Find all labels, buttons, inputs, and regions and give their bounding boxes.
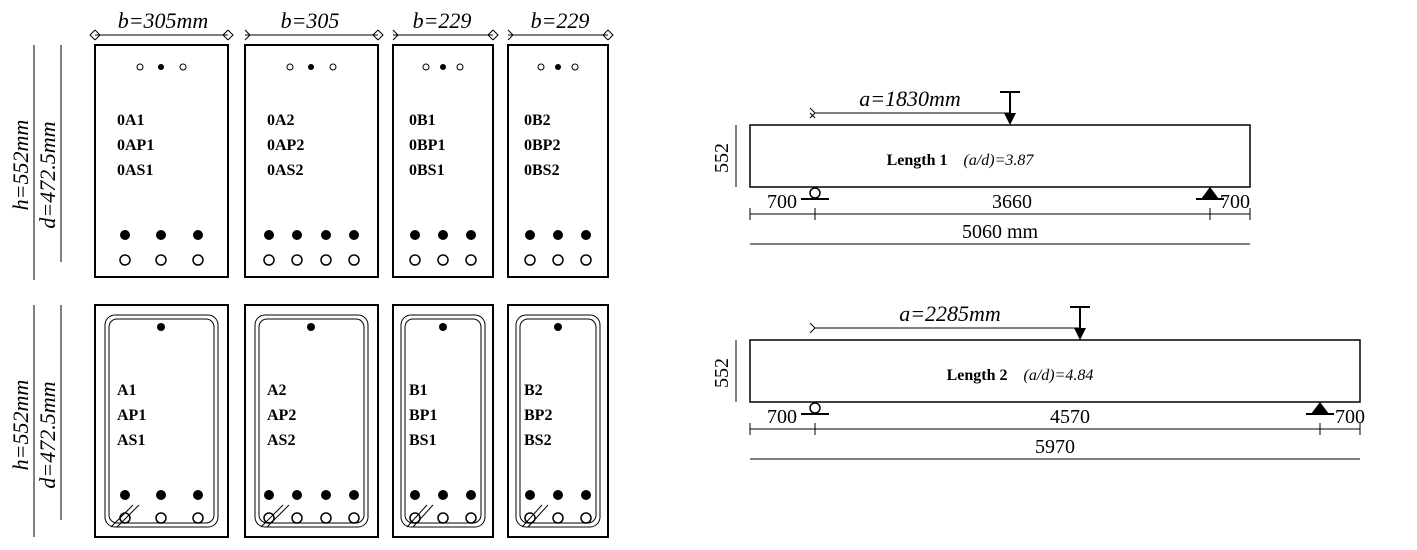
sec-b2: B2 BP2 BS2: [508, 305, 608, 537]
sec-0a2: 0A2 0AP2 0AS2: [245, 45, 378, 277]
svg-text:0AS1: 0AS1: [117, 162, 153, 179]
beam-1: a=1830mm Length 1 (a/d)=3.87 552: [711, 86, 1250, 244]
b1-left: 700: [767, 191, 797, 213]
b1-right: 700: [1220, 191, 1250, 213]
pin-support-icon: [801, 403, 829, 414]
svg-text:A2: A2: [267, 382, 287, 399]
beam1-text: Length 1 (a/d)=3.87: [887, 152, 1035, 169]
d-label-2: d=472.5mm: [35, 381, 60, 488]
svg-text:0BP1: 0BP1: [409, 137, 445, 154]
beam-2: a=2285mm Length 2 (a/d)=4.84 552: [711, 301, 1365, 459]
cross-sections: b=305mm b=305 b=229 b=229 h=552mm d=472.…: [10, 10, 613, 537]
load-arrow-icon: [1000, 92, 1020, 125]
svg-text:AP1: AP1: [117, 407, 146, 424]
pin-support-icon: [801, 188, 829, 199]
h552-1: 552: [711, 143, 733, 173]
svg-text:0BS1: 0BS1: [409, 162, 445, 179]
b1-total: 5060 mm: [962, 221, 1039, 243]
svg-text:BP2: BP2: [524, 407, 552, 424]
width-a: b=305mm: [118, 10, 209, 33]
svg-text:0BP2: 0BP2: [524, 137, 560, 154]
diagram-root: b=305mm b=305 b=229 b=229 h=552mm d=472.…: [10, 10, 1407, 540]
h-label-2: h=552mm: [10, 380, 33, 471]
a-label-1: a=1830mm: [859, 86, 961, 111]
sec-a1: A1 AP1 AS1: [95, 305, 228, 537]
b2-span: 4570: [1050, 406, 1090, 428]
sec-0b2: 0B2 0BP2 0BS2: [508, 45, 608, 277]
svg-text:BS1: BS1: [409, 432, 437, 449]
beam2-text: Length 2 (a/d)=4.84: [947, 367, 1094, 384]
svg-text:AS1: AS1: [117, 432, 145, 449]
svg-text:0AP2: 0AP2: [267, 137, 304, 154]
b2-left: 700: [767, 406, 797, 428]
beam-elevations: a=1830mm Length 1 (a/d)=3.87 552: [711, 86, 1365, 459]
svg-text:BS2: BS2: [524, 432, 552, 449]
b2-total: 5970: [1035, 436, 1075, 458]
width-c: b=229: [413, 10, 472, 33]
svg-text:AS2: AS2: [267, 432, 295, 449]
svg-text:0B1: 0B1: [409, 112, 436, 129]
svg-text:AP2: AP2: [267, 407, 296, 424]
svg-text:0AS2: 0AS2: [267, 162, 303, 179]
load-arrow-icon: [1070, 307, 1090, 340]
svg-text:BP1: BP1: [409, 407, 437, 424]
h-label-1: h=552mm: [10, 120, 33, 211]
svg-text:0A2: 0A2: [267, 112, 295, 129]
sec-0a1: 0A1 0AP1 0AS1: [95, 45, 228, 277]
svg-text:B1: B1: [409, 382, 428, 399]
svg-text:B2: B2: [524, 382, 543, 399]
svg-text:0A1: 0A1: [117, 112, 145, 129]
sec-0b1: 0B1 0BP1 0BS1: [393, 45, 493, 277]
h552-2: 552: [711, 358, 733, 388]
fixed-support-icon: [1306, 402, 1334, 414]
vaxis-row1: h=552mm d=472.5mm: [10, 45, 61, 280]
width-b: b=305: [281, 10, 340, 33]
sec-b1: B1 BP1 BS1: [393, 305, 493, 537]
width-labels-row: b=305mm b=305 b=229 b=229: [90, 10, 613, 40]
svg-text:0B2: 0B2: [524, 112, 551, 129]
a-label-2: a=2285mm: [899, 301, 1001, 326]
svg-text:A1: A1: [117, 382, 137, 399]
vaxis-row2: h=552mm d=472.5mm: [10, 305, 61, 537]
b1-span: 3660: [992, 191, 1032, 213]
svg-text:0AP1: 0AP1: [117, 137, 154, 154]
d-label-1: d=472.5mm: [35, 121, 60, 228]
width-d: b=229: [531, 10, 590, 33]
svg-text:0BS2: 0BS2: [524, 162, 560, 179]
sec-a2: A2 AP2 AS2: [245, 305, 378, 537]
